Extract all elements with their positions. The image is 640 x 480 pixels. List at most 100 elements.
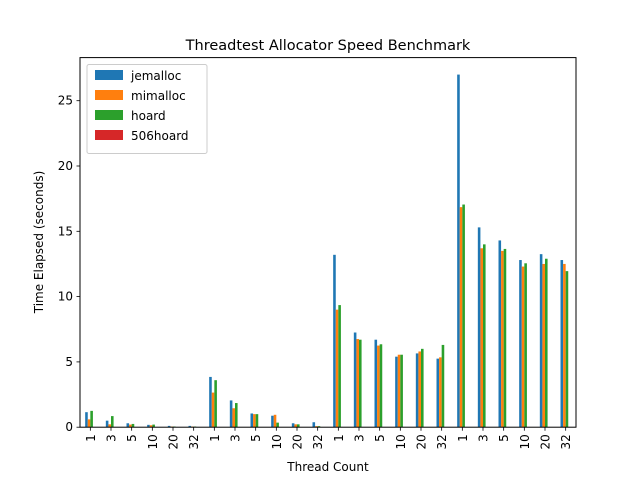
x-tick-label: 5 <box>125 434 139 442</box>
legend-label-hoard: hoard <box>131 109 166 123</box>
bars-group <box>85 74 569 428</box>
x-tick-label: 32 <box>311 434 325 449</box>
bar-mimalloc-7 <box>232 408 235 428</box>
legend-label-mimalloc: mimalloc <box>131 89 186 103</box>
x-tick-label: 20 <box>539 434 553 449</box>
bar-mimalloc-15 <box>397 354 401 428</box>
bar-hoard-8 <box>255 414 259 428</box>
bar-jemalloc-7 <box>229 400 233 428</box>
bar-hoard-20 <box>503 248 507 428</box>
bar-jemalloc-16 <box>415 353 419 428</box>
bar-jemalloc-2 <box>126 423 130 428</box>
bar-jemalloc-0 <box>85 412 88 428</box>
bar-mimalloc-20 <box>501 250 504 428</box>
x-tick-label: 10 <box>270 434 284 449</box>
legend-swatch-506hoard <box>95 130 123 140</box>
legend-label-jemalloc: jemalloc <box>130 69 181 83</box>
bar-jemalloc-11 <box>312 422 316 428</box>
bar-hoard-23 <box>565 271 569 428</box>
legend-swatch-hoard <box>95 110 123 120</box>
x-tick-label: 20 <box>415 434 429 449</box>
bar-mimalloc-18 <box>459 207 463 428</box>
bar-jemalloc-18 <box>457 74 460 428</box>
bar-jemalloc-6 <box>209 376 212 428</box>
x-tick-label: 32 <box>187 434 201 449</box>
bar-hoard-6 <box>214 380 217 428</box>
y-tick-label: 25 <box>58 94 73 108</box>
bar-hoard-18 <box>462 204 465 428</box>
y-axis: 0 5 10 15 20 25 <box>58 94 80 434</box>
bar-hoard-0 <box>90 410 93 428</box>
x-tick-label: 5 <box>373 434 387 442</box>
bar-mimalloc-12 <box>335 309 339 428</box>
bar-mimalloc-17 <box>439 357 442 428</box>
bar-mimalloc-2 <box>129 424 132 428</box>
x-tick-label: 5 <box>497 434 511 442</box>
x-tick-label: 10 <box>394 434 408 449</box>
x-tick-label: 1 <box>208 434 222 442</box>
legend-swatch-mimalloc <box>95 90 123 100</box>
bar-hoard-2 <box>131 423 135 428</box>
x-tick-label: 32 <box>559 434 573 449</box>
y-axis-label: Time Elapsed (seconds) <box>32 171 46 315</box>
x-tick-label: 3 <box>353 434 367 442</box>
bar-jemalloc-8 <box>250 413 254 428</box>
bar-jemalloc-4 <box>167 425 171 428</box>
x-tick-label: 10 <box>146 434 160 449</box>
bar-jemalloc-17 <box>436 358 440 428</box>
bar-hoard-21 <box>524 263 527 428</box>
bar-jemalloc-3 <box>147 424 150 428</box>
bar-hoard-22 <box>545 258 548 428</box>
bar-mimalloc-3 <box>149 425 153 428</box>
bar-mimalloc-19 <box>480 248 483 428</box>
bar-mimalloc-22 <box>542 263 545 428</box>
bar-hoard-17 <box>441 344 445 428</box>
bar-mimalloc-13 <box>356 339 359 428</box>
bar-hoard-13 <box>359 339 362 428</box>
x-tick-label: 1 <box>84 434 98 442</box>
bar-jemalloc-20 <box>498 240 502 428</box>
chart-title: Threadtest Allocator Speed Benchmark <box>185 38 471 54</box>
legend-label-506hoard: 506hoard <box>131 129 189 143</box>
bar-jemalloc-15 <box>395 356 398 428</box>
bar-mimalloc-16 <box>418 351 421 428</box>
x-tick-label: 3 <box>477 434 491 442</box>
legend-swatch-jemalloc <box>95 70 123 80</box>
y-tick-label: 5 <box>65 355 73 369</box>
bar-jemalloc-9 <box>271 415 274 428</box>
y-tick-label: 15 <box>58 224 73 238</box>
bar-hoard-16 <box>421 348 424 428</box>
x-tick-label: 32 <box>435 434 449 449</box>
bar-jemalloc-19 <box>477 227 481 428</box>
bar-jemalloc-13 <box>353 332 357 428</box>
x-tick-label: 3 <box>105 434 119 442</box>
x-tick-label: 3 <box>229 434 243 442</box>
bar-hoard-10 <box>297 424 300 428</box>
bar-jemalloc-10 <box>291 423 295 428</box>
bar-jemalloc-22 <box>539 254 543 428</box>
y-tick-label: 0 <box>65 420 73 434</box>
x-axis: 1 3 5 10 20 32 1 3 5 10 20 32 1 3 5 10 20 32 1 3 5 10 20 32 <box>84 427 573 449</box>
bar-mimalloc-1 <box>108 424 111 428</box>
bar-hoard-7 <box>235 403 238 428</box>
bar-mimalloc-21 <box>521 266 525 428</box>
bar-jemalloc-12 <box>333 254 336 428</box>
bar-hoard-15 <box>400 354 403 428</box>
x-tick-label: 20 <box>291 434 305 449</box>
bar-mimalloc-23 <box>563 263 566 428</box>
bar-jemalloc-14 <box>374 339 378 428</box>
bar-hoard-14 <box>379 344 383 428</box>
bar-hoard-11 <box>317 426 321 428</box>
bar-jemalloc-23 <box>560 260 564 428</box>
bar-mimalloc-14 <box>377 345 380 428</box>
bar-mimalloc-0 <box>87 419 91 428</box>
x-tick-label: 1 <box>332 434 346 442</box>
bar-mimalloc-9 <box>273 414 277 428</box>
y-tick-label: 20 <box>58 159 73 173</box>
bar-hoard-3 <box>152 424 155 428</box>
bar-mimalloc-10 <box>294 424 297 428</box>
bar-jemalloc-1 <box>105 420 109 428</box>
bar-hoard-19 <box>483 244 486 428</box>
bar-mimalloc-6 <box>211 392 215 428</box>
